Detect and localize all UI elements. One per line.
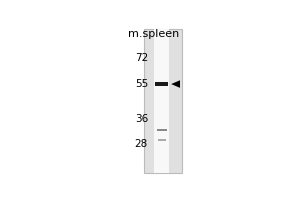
Text: 55: 55 [135, 79, 148, 89]
Text: m.spleen: m.spleen [128, 29, 179, 39]
Text: 72: 72 [135, 53, 148, 63]
Bar [154, 29, 170, 173]
Text: 28: 28 [135, 139, 148, 149]
Bar [155, 82, 168, 86]
Bar [157, 129, 167, 131]
Bar [145, 29, 182, 173]
Text: 36: 36 [135, 114, 148, 124]
Polygon shape [171, 80, 180, 88]
Bar [158, 139, 166, 141]
